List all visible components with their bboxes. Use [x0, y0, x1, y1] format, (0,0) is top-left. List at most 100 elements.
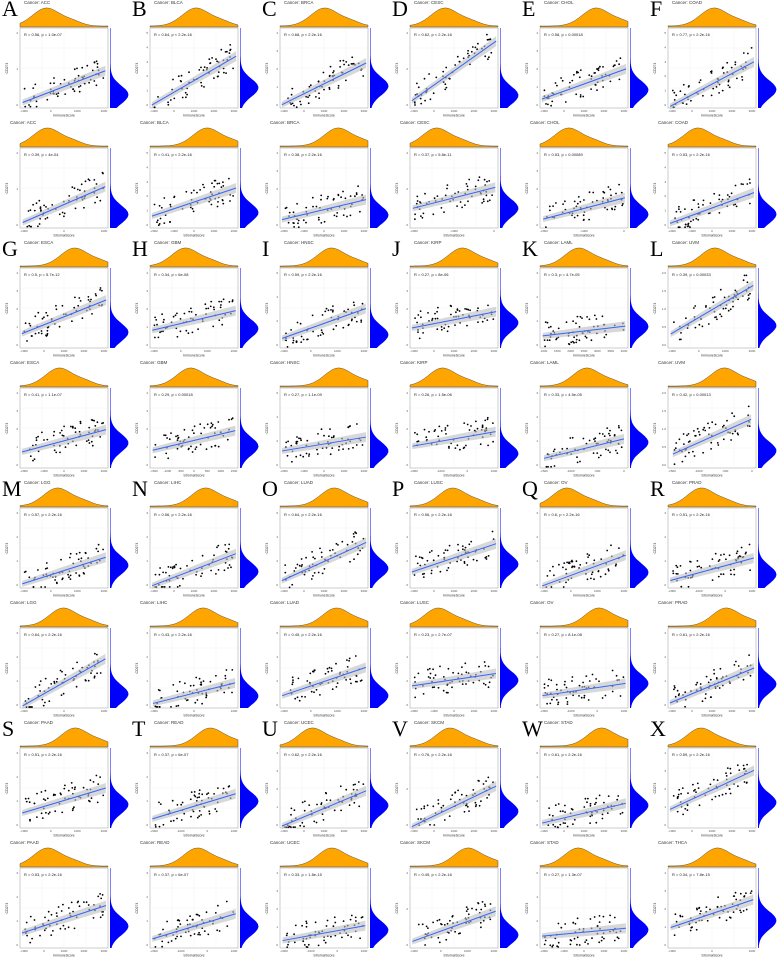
svg-text:4: 4 [16, 391, 18, 395]
svg-text:StromalScore: StromalScore [701, 954, 722, 958]
svg-text:ImmuneScore: ImmuneScore [701, 114, 723, 118]
svg-text:-2000: -2000 [150, 229, 158, 233]
scatter-panel-d-stromal: Cancer: CESC R = 0.37, p = 5.8e-11 0 2 4 -200… [390, 120, 519, 240]
regression-line [151, 553, 237, 587]
svg-text:ImmuneScore: ImmuneScore [313, 114, 335, 118]
svg-text:1000: 1000 [709, 709, 716, 713]
svg-text:-1000: -1000 [668, 349, 676, 353]
svg-text:CD274: CD274 [653, 63, 657, 74]
cancer-title: Cancer: KIRP [414, 240, 442, 245]
scatter-panel-a-immune: A Cancer: ACC R = 0.56, p = 1.0e-07 0 1 2 -100… [0, 0, 129, 120]
svg-text:2: 2 [536, 919, 538, 923]
panel-letter: X [650, 716, 666, 741]
svg-text:0: 0 [711, 949, 713, 953]
top-density-curve [409, 727, 499, 748]
cancer-title: Cancer: ACC [10, 120, 37, 125]
svg-text:StromalScore: StromalScore [573, 714, 594, 718]
cancer-title: Cancer: STAD [530, 840, 559, 845]
top-density-curve [539, 127, 629, 148]
scatter-panel-u-immune: U Cancer: UCEC R = 0.62, p < 2.2e-16 0 1 2 3 4 -… [260, 718, 389, 840]
svg-text:2: 2 [146, 427, 148, 431]
svg-text:2: 2 [276, 439, 278, 443]
svg-text:1000: 1000 [321, 829, 328, 833]
top-density-curve [149, 607, 239, 628]
svg-text:StromalScore: StromalScore [53, 714, 74, 718]
cancer-title: Cancer: PRAD [658, 600, 688, 605]
top-density-curve [19, 727, 109, 748]
svg-text:1000: 1000 [101, 229, 108, 233]
svg-text:1: 1 [536, 85, 538, 89]
svg-text:0: 0 [16, 823, 18, 827]
svg-text:ImmuneScore: ImmuneScore [183, 114, 205, 118]
svg-text:0: 0 [433, 829, 435, 833]
svg-text:3: 3 [664, 889, 666, 893]
top-density-curve [149, 127, 239, 148]
svg-text:0: 0 [206, 829, 208, 833]
correlation-stat: R = 0.3, p = 4.7e-05 [544, 272, 580, 277]
panel-letter: K [522, 236, 538, 261]
svg-text:ImmuneScore: ImmuneScore [573, 834, 595, 838]
scatter-panel-l-stromal: Cancer: UVM R = 0.42, p = 0.00013 0.0 0.5 1.… [648, 360, 777, 480]
svg-text:-1000: -1000 [410, 829, 418, 833]
svg-text:0: 0 [50, 589, 52, 593]
svg-text:-1000: -1000 [580, 229, 588, 233]
svg-text:3: 3 [16, 751, 18, 755]
svg-text:6: 6 [536, 871, 538, 875]
svg-text:4: 4 [406, 31, 408, 35]
svg-text:6: 6 [406, 511, 408, 515]
svg-text:CD274: CD274 [135, 663, 139, 674]
scatter-panel-n-immune: N Cancer: LIHC R = 0.56, p < 2.2e-16 0 1 2 3 -1… [130, 478, 259, 600]
regression-line [672, 418, 752, 455]
svg-text:ImmuneScore: ImmuneScore [573, 114, 595, 118]
svg-text:1: 1 [16, 445, 18, 449]
scatter-panel-a-stromal: Cancer: ACC R = 0.39, p = 4e-04 0 1 2 -1000 0 1… [0, 120, 129, 240]
svg-text:StromalScore: StromalScore [313, 474, 334, 478]
svg-text:StromalScore: StromalScore [443, 474, 464, 478]
panel-letter: B [132, 0, 147, 21]
svg-text:2000: 2000 [729, 709, 736, 713]
svg-text:4: 4 [664, 165, 666, 169]
cancer-title: Cancer: THCA [658, 840, 688, 845]
regression-line [542, 927, 626, 937]
svg-text:0: 0 [466, 469, 468, 473]
cancer-title: Cancer: CESC [414, 0, 444, 5]
svg-text:StromalScore: StromalScore [183, 954, 204, 958]
correlation-stat: R = 0.33, p = 1.8e-15 [284, 872, 323, 877]
correlation-stat: R = 0.38, p < 2.2e-16 [284, 152, 323, 157]
svg-text:0: 0 [16, 103, 18, 107]
correlation-stat: R = 0.26, p = 1.5e-06 [414, 392, 453, 397]
svg-text:-500: -500 [178, 469, 184, 473]
svg-text:500: 500 [205, 469, 210, 473]
svg-text:-1000: -1000 [280, 349, 288, 353]
svg-text:CD274: CD274 [265, 783, 269, 794]
svg-text:ImmuneScore: ImmuneScore [53, 594, 75, 598]
svg-text:-2000: -2000 [280, 229, 288, 233]
svg-text:-1500: -1500 [150, 469, 158, 473]
svg-text:-1000: -1000 [695, 589, 703, 593]
cancer-title: Cancer: LUSC [414, 480, 444, 485]
panel-letter: H [132, 236, 148, 261]
top-density-curve [279, 847, 369, 868]
scatter-panel-r-immune: R Cancer: PRAD R = 0.51, p < 2.2e-16 0 1 2 3 -2… [648, 478, 777, 600]
svg-text:StromalScore: StromalScore [313, 954, 334, 958]
svg-text:2000: 2000 [231, 349, 238, 353]
top-density-curve [409, 247, 499, 268]
svg-text:6: 6 [276, 271, 278, 275]
correlation-stat: R = 0.64, p < 2.2e-16 [284, 512, 323, 517]
top-density-curve [19, 7, 109, 28]
svg-text:2000: 2000 [361, 709, 368, 713]
svg-text:CD274: CD274 [5, 543, 9, 554]
svg-text:1.0: 1.0 [662, 307, 667, 311]
scatter-panel-k-immune: K Cancer: LAML R = 0.3, p = 4.7e-05 0 1 2 3 100… [520, 236, 649, 360]
correlation-stat: R = 0.41, p = 1.1e-07 [24, 392, 63, 397]
top-density-curve [279, 7, 369, 28]
correlation-stat: R = 0.56, p < 2.2e-16 [414, 512, 453, 517]
svg-text:2: 2 [16, 151, 18, 155]
scatter-panel-s-stromal: Cancer: PAAD R = 0.53, p < 2.2e-16 0 1 2 3 -10… [0, 840, 129, 960]
svg-text:2: 2 [406, 187, 408, 191]
scatter-panel-s-immune: S Cancer: PAAD R = 0.51, p < 2.2e-16 0 1 2 3 -1… [0, 718, 129, 840]
correlation-stat: R = 0.34, p = 6e-08 [154, 272, 189, 277]
svg-text:0: 0 [180, 349, 182, 353]
svg-text:0: 0 [276, 463, 278, 467]
svg-text:0: 0 [570, 589, 572, 593]
